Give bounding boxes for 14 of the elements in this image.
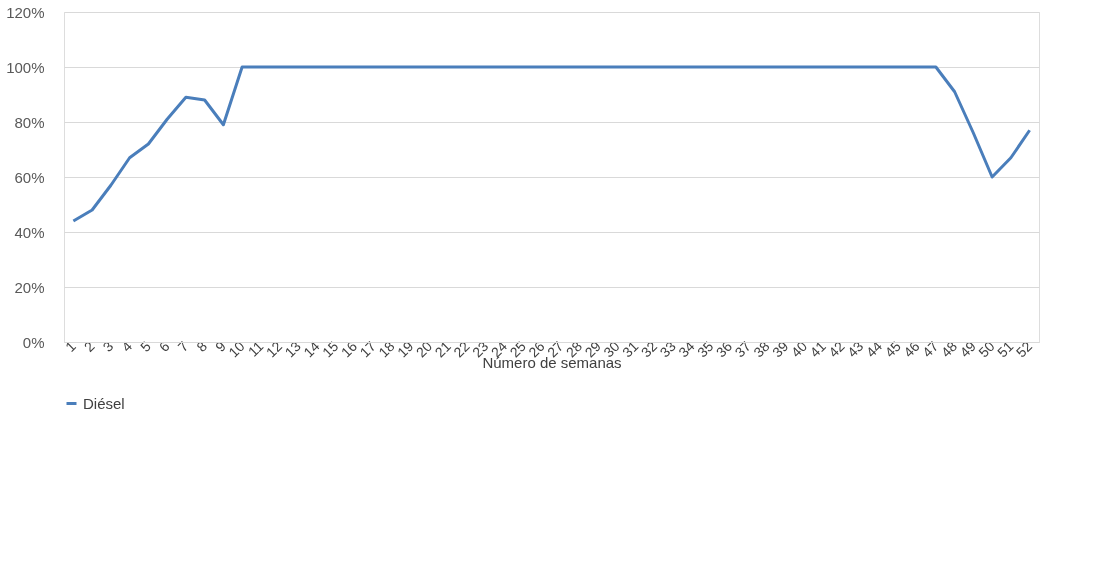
line-series [71,65,1032,223]
y-tick-label: 20% [14,278,45,296]
legend-label: Diésel [83,394,125,412]
x-tick-label: 1 [62,337,79,355]
x-tick-label: 11 [244,337,267,360]
y-tick-label: 0% [22,333,45,351]
x-tick-label: 25 [506,337,529,361]
y-tick-label: 80% [14,113,45,131]
y-tick-label: 40% [14,223,45,241]
x-tick-label: 18 [375,337,398,361]
y-tick-label: 120% [6,3,45,21]
y-tick-label: 100% [6,58,45,76]
x-tick-label: 5 [137,337,154,355]
y-tick-label: 60% [14,168,45,186]
